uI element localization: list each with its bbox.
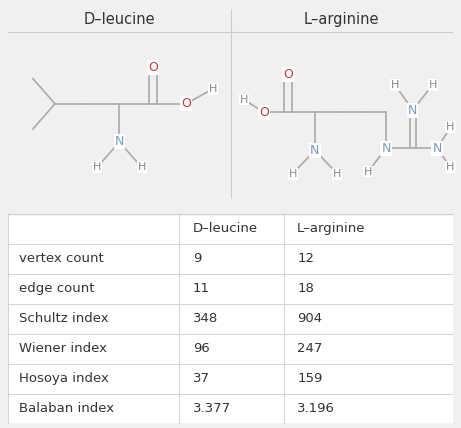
Text: H: H [208, 84, 217, 94]
Text: edge count: edge count [19, 282, 95, 295]
Text: 3.377: 3.377 [193, 402, 231, 415]
Text: 12: 12 [297, 253, 314, 265]
Text: 18: 18 [297, 282, 314, 295]
Text: 11: 11 [193, 282, 210, 295]
Text: 9: 9 [193, 253, 201, 265]
Text: H: H [364, 166, 372, 176]
Text: H: H [240, 95, 248, 104]
Text: 904: 904 [297, 312, 322, 325]
FancyBboxPatch shape [8, 334, 453, 364]
FancyBboxPatch shape [8, 394, 453, 424]
Text: H: H [137, 162, 146, 172]
FancyBboxPatch shape [8, 274, 453, 304]
Text: Wiener index: Wiener index [19, 342, 107, 355]
Text: O: O [284, 68, 293, 80]
Text: N: N [381, 142, 391, 155]
Text: H: H [289, 169, 297, 178]
Text: H: H [333, 169, 341, 178]
Text: vertex count: vertex count [19, 253, 104, 265]
Text: 159: 159 [297, 372, 323, 385]
Text: N: N [115, 135, 124, 149]
Text: 247: 247 [297, 342, 323, 355]
Text: H: H [391, 80, 399, 90]
Text: O: O [259, 106, 269, 119]
Text: O: O [148, 61, 158, 74]
Text: H: H [429, 80, 437, 90]
Text: 37: 37 [193, 372, 210, 385]
Text: H: H [446, 162, 455, 172]
Text: D–leucine: D–leucine [83, 12, 155, 27]
Text: Balaban index: Balaban index [19, 402, 114, 415]
FancyBboxPatch shape [8, 364, 453, 394]
Text: H: H [446, 122, 455, 132]
Text: N: N [310, 144, 319, 157]
Text: 3.196: 3.196 [297, 402, 335, 415]
FancyBboxPatch shape [8, 304, 453, 334]
Text: Schultz index: Schultz index [19, 312, 109, 325]
Text: L–arginine: L–arginine [297, 223, 366, 235]
Text: Hosoya index: Hosoya index [19, 372, 109, 385]
Text: N: N [432, 142, 442, 155]
Text: 348: 348 [193, 312, 218, 325]
Text: O: O [181, 97, 191, 110]
Text: H: H [93, 162, 101, 172]
Text: L–arginine: L–arginine [304, 12, 379, 27]
FancyBboxPatch shape [8, 244, 453, 274]
Text: N: N [408, 104, 417, 117]
Text: D–leucine: D–leucine [193, 223, 258, 235]
Text: 96: 96 [193, 342, 209, 355]
FancyBboxPatch shape [8, 214, 453, 244]
